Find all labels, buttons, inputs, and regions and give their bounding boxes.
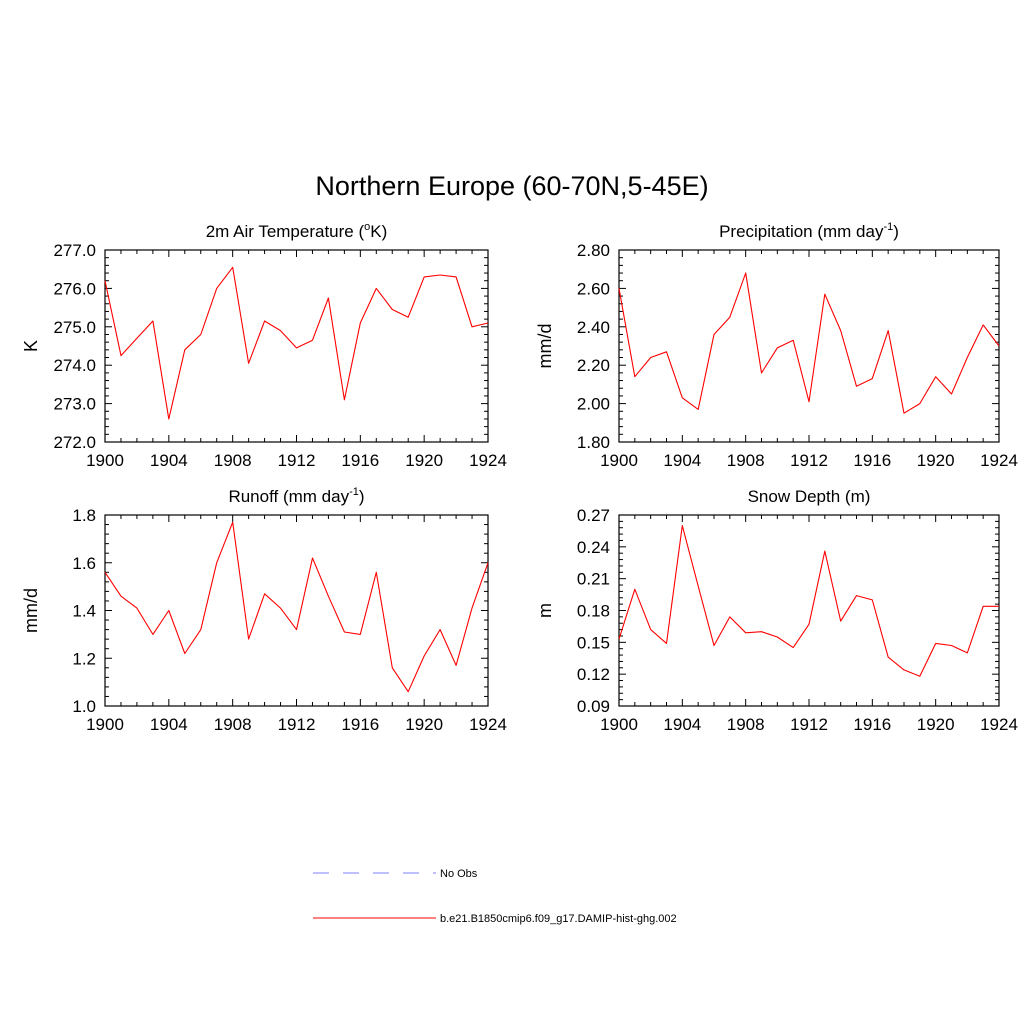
x-tick-label: 1904 xyxy=(150,451,188,470)
x-tick-label: 1908 xyxy=(727,715,765,734)
x-tick-label: 1900 xyxy=(600,715,638,734)
panels-group: 2m Air Temperature (oK) K 1900 1904 1908 1912… xyxy=(21,221,1018,734)
panel-1: 2m Air Temperature (oK) K 1900 1904 1908 1912… xyxy=(21,221,507,470)
x-tick-label: 1900 xyxy=(86,715,124,734)
x-tick-label: 1908 xyxy=(727,451,765,470)
x-tick-label: 1920 xyxy=(917,715,955,734)
y-tick-label: 1.2 xyxy=(72,649,96,668)
panel-title-main: 2m Air Temperature ( xyxy=(206,222,365,241)
series-line-1 xyxy=(618,272,1000,414)
y-tick-label: 0.09 xyxy=(577,697,610,716)
y-tick-label: 2.60 xyxy=(577,279,610,298)
plot-frame xyxy=(104,514,489,707)
x-tick-label: 1904 xyxy=(663,451,701,470)
y-axis-label: mm/d xyxy=(535,324,555,369)
y-tick-label: 0.12 xyxy=(577,665,610,684)
legend-label-model: b.e21.B1850cmip6.f09_g17.DAMIP-hist-ghg.… xyxy=(440,913,677,925)
x-tick-label: 1908 xyxy=(214,715,252,734)
y-tick-label: 274.0 xyxy=(53,356,96,375)
panel-title-tail: ) xyxy=(359,487,365,506)
y-tick-label: 273.0 xyxy=(53,395,96,414)
y-tick-label: 0.15 xyxy=(577,633,610,652)
y-tick-label: 1.0 xyxy=(72,697,96,716)
x-tick-label: 1916 xyxy=(853,715,891,734)
y-tick-label: 272.0 xyxy=(53,433,96,452)
x-tick-label: 1924 xyxy=(469,451,507,470)
y-tick-label: 2.20 xyxy=(577,356,610,375)
x-tick-label: 1916 xyxy=(853,451,891,470)
panel-title-sup: o xyxy=(364,221,370,233)
y-axis-label: K xyxy=(21,340,41,352)
panel-2: Precipitation (mm day-1) mm/d 1900 1904 1908… xyxy=(535,221,1018,470)
x-tick-label: 1912 xyxy=(790,451,828,470)
plot-frame xyxy=(618,249,1000,443)
plot-frame xyxy=(618,514,1000,707)
panel-title-tail: ) xyxy=(893,222,899,241)
y-tick-label: 1.8 xyxy=(72,506,96,525)
x-tick-label: 1924 xyxy=(980,451,1018,470)
y-tick-label: 2.40 xyxy=(577,318,610,337)
x-tick-label: 1904 xyxy=(150,715,188,734)
y-tick-label: 1.80 xyxy=(577,433,610,452)
series-line-1 xyxy=(618,525,999,677)
x-tick-label: 1912 xyxy=(278,715,316,734)
y-tick-label: 0.18 xyxy=(577,602,610,621)
panel-title-main: Precipitation (mm day xyxy=(719,222,884,241)
series-line-1 xyxy=(104,266,489,420)
panel-title-sup: -1 xyxy=(349,486,359,498)
figure-title: Northern Europe (60-70N,5-45E) xyxy=(315,171,708,201)
panel-title-main: Runoff (mm day xyxy=(228,487,349,506)
series-line-1 xyxy=(104,521,489,693)
x-tick-label: 1900 xyxy=(86,451,124,470)
y-tick-label: 277.0 xyxy=(53,241,96,260)
y-tick-label: 275.0 xyxy=(53,318,96,337)
panel-title-main: Snow Depth (m) xyxy=(748,487,871,506)
legend: No Obs b.e21.B1850cmip6.f09_g17.DAMIP-hi… xyxy=(313,868,677,925)
panel-title: 2m Air Temperature (oK) xyxy=(206,221,388,241)
legend-label-no-obs: No Obs xyxy=(440,868,478,880)
panel-title-tail: K) xyxy=(370,222,387,241)
x-tick-label: 1900 xyxy=(600,451,638,470)
x-tick-label: 1924 xyxy=(980,715,1018,734)
y-tick-label: 1.4 xyxy=(72,602,96,621)
x-tick-label: 1920 xyxy=(405,715,443,734)
x-tick-label: 1916 xyxy=(341,715,379,734)
panel-title: Precipitation (mm day-1) xyxy=(719,221,899,241)
y-tick-label: 0.27 xyxy=(577,506,610,525)
y-axis-label: mm/d xyxy=(21,588,41,633)
y-tick-label: 0.21 xyxy=(577,570,610,589)
x-tick-label: 1912 xyxy=(278,451,316,470)
panel-title: Snow Depth (m) xyxy=(748,487,871,506)
x-tick-label: 1924 xyxy=(469,715,507,734)
plot-frame xyxy=(104,249,489,443)
y-tick-label: 0.24 xyxy=(577,538,610,557)
panel-3: Runoff (mm day-1) mm/d 1900 1904 1908 1912 191… xyxy=(21,486,507,734)
x-tick-label: 1920 xyxy=(917,451,955,470)
panel-title: Runoff (mm day-1) xyxy=(228,486,364,506)
x-tick-label: 1904 xyxy=(663,715,701,734)
x-tick-label: 1908 xyxy=(214,451,252,470)
x-tick-label: 1920 xyxy=(405,451,443,470)
y-axis-label: m xyxy=(535,603,555,618)
x-tick-label: 1912 xyxy=(790,715,828,734)
y-tick-label: 1.6 xyxy=(72,554,96,573)
panel-4: Snow Depth (m) m 1900 1904 1908 1912 1916 1920 1… xyxy=(535,487,1018,734)
y-tick-label: 2.00 xyxy=(577,395,610,414)
x-tick-label: 1916 xyxy=(341,451,379,470)
panel-title-sup: -1 xyxy=(883,221,893,233)
y-tick-label: 2.80 xyxy=(577,241,610,260)
y-tick-label: 276.0 xyxy=(53,279,96,298)
